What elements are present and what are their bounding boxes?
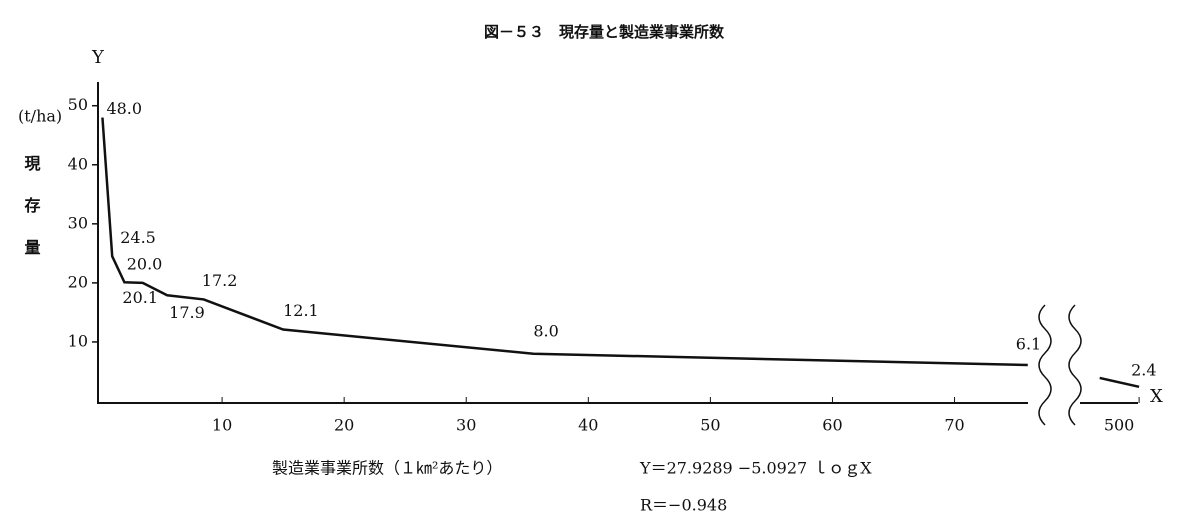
x-tick-label: 30 [456, 416, 476, 435]
data-label: 8.0 [533, 321, 558, 340]
data-line [101, 117, 1028, 367]
correlation: R＝−0.948 [640, 496, 727, 515]
axis-break [1068, 304, 1082, 426]
y-tick-label: 30 [68, 213, 88, 232]
y-unit: (t/ha) [18, 107, 62, 126]
data-label: 12.1 [283, 301, 319, 320]
data-label: 20.0 [127, 254, 163, 273]
y-tick-label: 50 [68, 95, 88, 114]
data-label: 20.1 [122, 288, 158, 307]
data-label: 48.0 [106, 99, 142, 118]
x-tick-label: 10 [212, 416, 232, 435]
x-tick-label: 50 [700, 416, 720, 435]
x-axis-letter: X [1150, 386, 1163, 407]
axes [97, 82, 1028, 404]
data-label: 17.2 [202, 271, 238, 290]
data-label: 17.9 [169, 303, 205, 322]
y-tick-label: 10 [68, 331, 88, 350]
y-tick-label: 20 [68, 272, 88, 291]
x-label: 製造業事業所数（１㎞²あたり） [272, 459, 502, 478]
chart-title: 図－５３ 現存量と製造業事業所数 [484, 23, 725, 41]
data-label: 2.4 [1131, 360, 1156, 379]
x-tick-label: 40 [578, 416, 598, 435]
data-label: 24.5 [120, 228, 156, 247]
data-label: 6.1 [1016, 334, 1041, 353]
y-axis-letter: Y [91, 47, 105, 68]
y-label: 現存量 [22, 155, 41, 281]
x-tick-label: 20 [334, 416, 354, 435]
equation: Y＝27.9289 −5.0927 ｌｏｇX [639, 459, 872, 478]
x-tick-label: 60 [822, 416, 842, 435]
data-line [1099, 376, 1140, 389]
x-tick-label: 500 [1104, 416, 1135, 435]
y-tick-label: 40 [68, 154, 88, 173]
x-tick-label: 70 [944, 416, 964, 435]
axis-break [1038, 304, 1052, 426]
